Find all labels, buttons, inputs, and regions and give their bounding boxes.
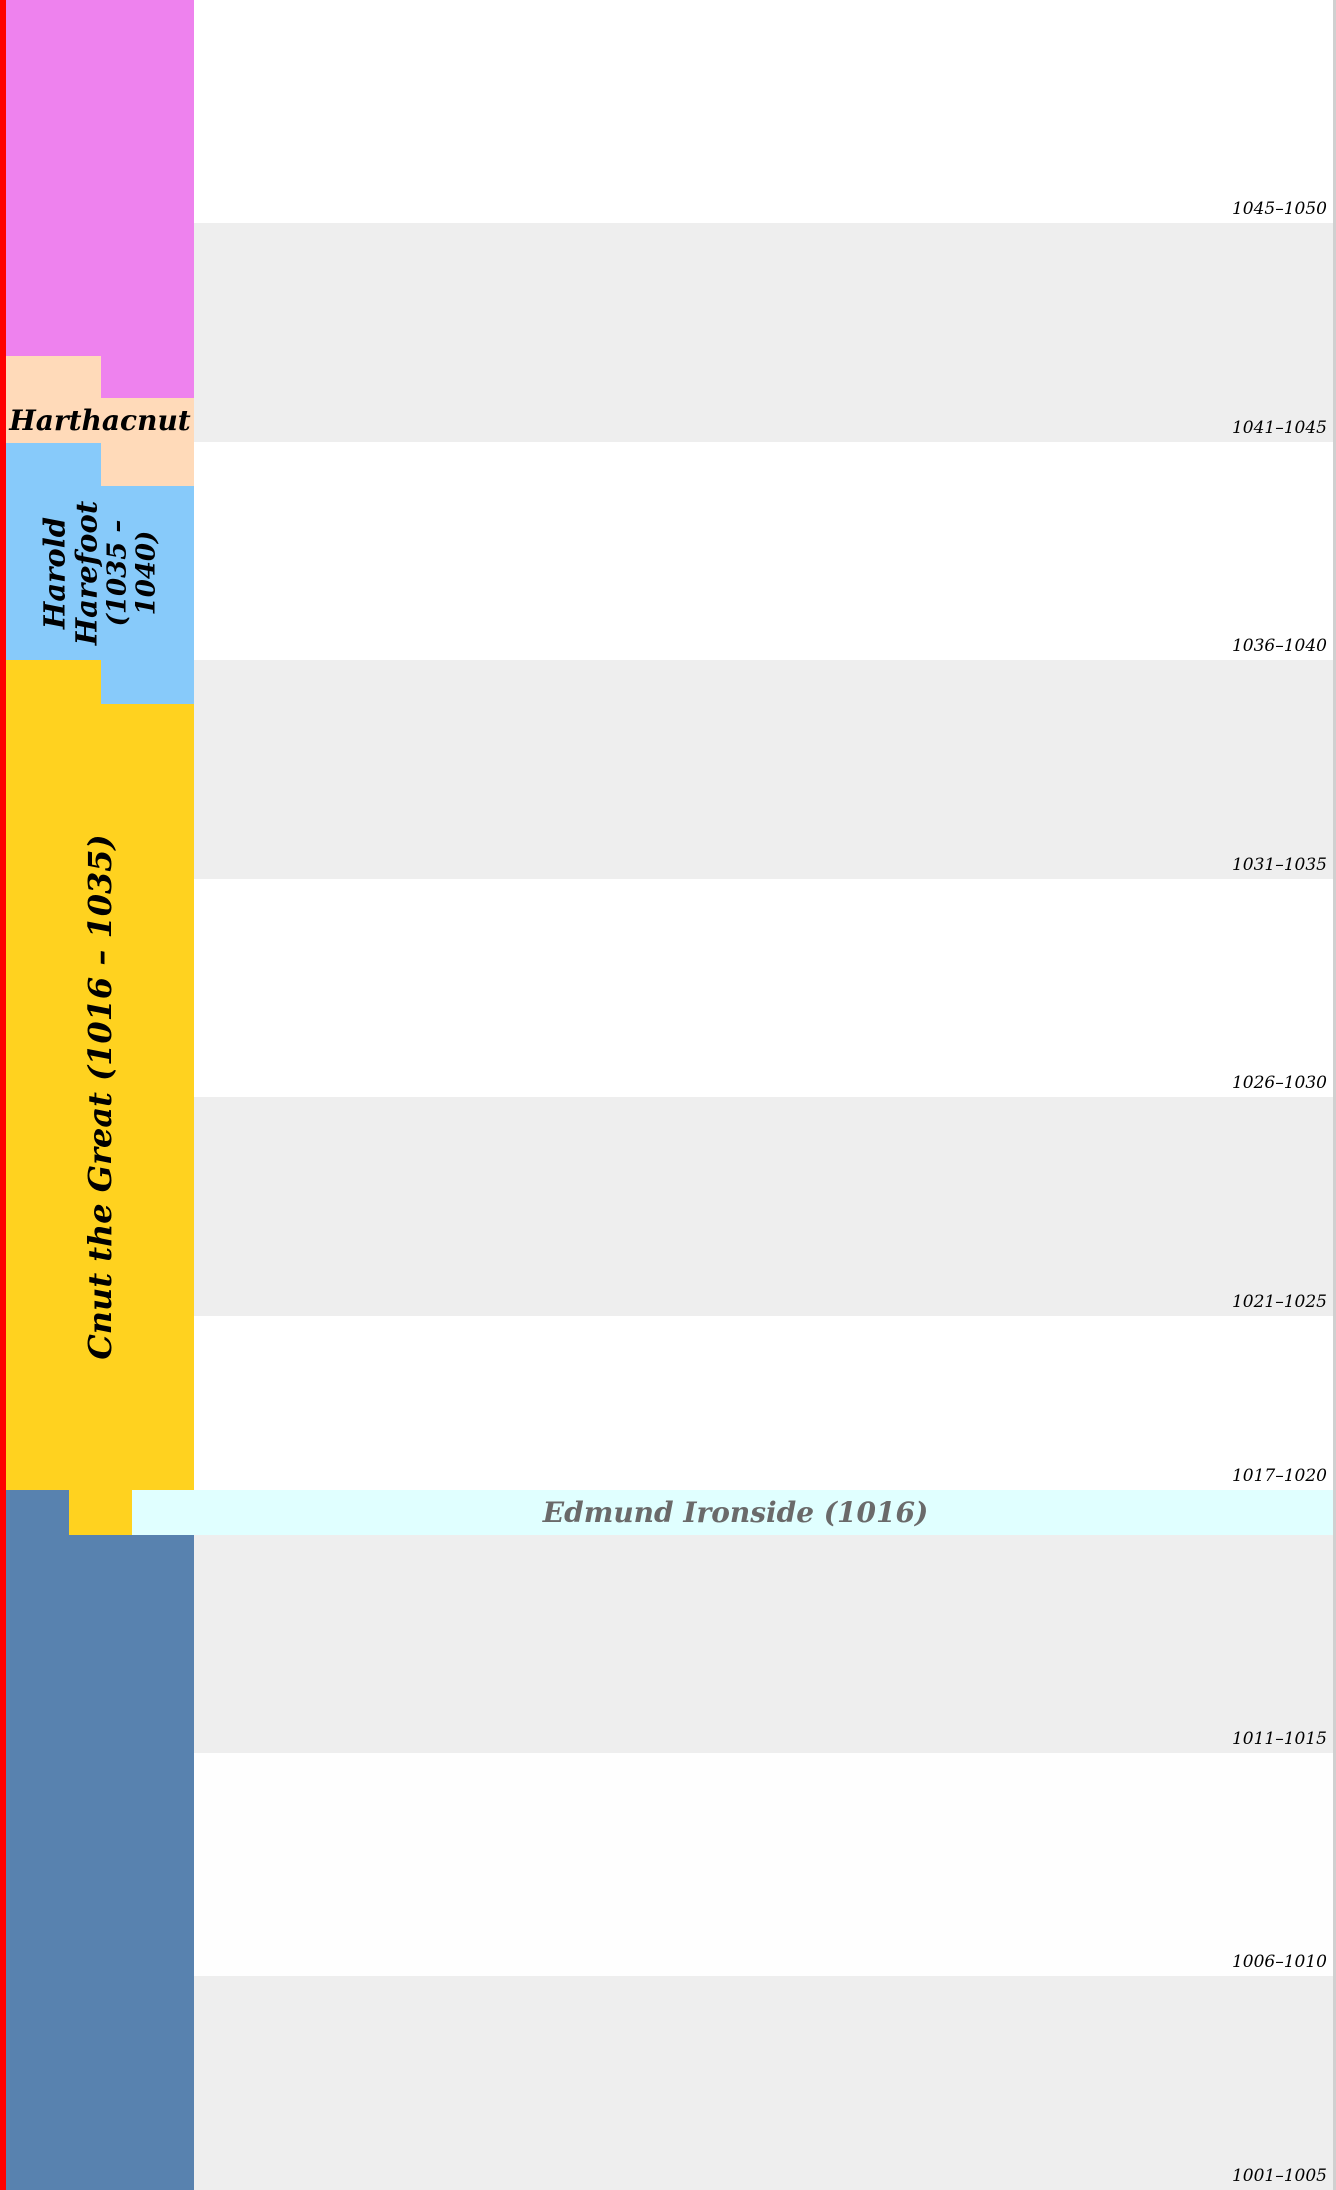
period-label: 1041–1045: [1231, 418, 1327, 438]
reign-block-edward: [6, 0, 194, 356]
period-band: 1006–1010: [194, 1753, 1333, 1976]
reign-label-harold: Harold Harefoot (1035 – 1040): [37, 483, 162, 663]
reign-block-edmund: Edmund Ironside (1016): [6, 1490, 1333, 1535]
reign-block-harold: [6, 443, 101, 486]
reign-block-harold: Harold Harefoot (1035 – 1040): [6, 486, 194, 660]
reign-label-cnut: Cnut the Great (1016 – 1035): [81, 834, 119, 1360]
left-edge-line: [0, 0, 6, 2190]
reign-label-harold-line4: 1040): [131, 530, 162, 616]
reign-label-harthacnut: Harthacnut: [9, 404, 191, 437]
period-band: 1021–1025: [194, 1097, 1333, 1316]
period-label: 1001–1005: [1231, 2166, 1327, 2186]
right-edge-line: [1333, 0, 1336, 2190]
period-band: 1036–1040: [194, 442, 1333, 660]
reign-label-edmund: Edmund Ironside (1016): [542, 1496, 929, 1529]
reign-block-harold: [101, 660, 194, 704]
period-label: 1045–1050: [1231, 199, 1327, 219]
period-band: 1011–1015: [194, 1535, 1333, 1753]
period-label: 1011–1015: [1231, 1729, 1327, 1749]
period-label: 1017–1020: [1231, 1466, 1327, 1486]
reign-block-cnut: [6, 660, 101, 704]
period-label: 1031–1035: [1231, 855, 1327, 875]
reign-block-aethelred: [6, 1490, 69, 1535]
reign-block-aethelred: [6, 1535, 194, 2190]
reign-block-harthacnut: [6, 356, 101, 398]
reign-block-edward: [101, 356, 194, 398]
period-band: 1001–1005: [194, 1976, 1333, 2190]
reign-label-harold-line2: Harefoot: [69, 500, 104, 646]
period-band: 1031–1035: [194, 660, 1333, 879]
reign-block-harthacnut: Harthacnut: [6, 398, 194, 443]
period-label: 1006–1010: [1231, 1952, 1327, 1972]
reign-block-cnut: Cnut the Great (1016 – 1035): [6, 704, 194, 1490]
period-label: 1026–1030: [1231, 1073, 1327, 1093]
period-label: 1036–1040: [1231, 636, 1327, 656]
reign-block-harthacnut: [101, 443, 194, 486]
period-band: 1045–1050: [194, 0, 1333, 223]
period-label: 1021–1025: [1231, 1292, 1327, 1312]
reign-block-cnut: [69, 1490, 132, 1535]
reign-label-harold-line1: Harold: [37, 516, 72, 630]
reign-label-harold-line3: (1035 –: [102, 519, 133, 627]
period-band: 1041–1045: [194, 223, 1333, 442]
period-band: 1026–1030: [194, 879, 1333, 1097]
period-band: 1017–1020: [194, 1316, 1333, 1490]
